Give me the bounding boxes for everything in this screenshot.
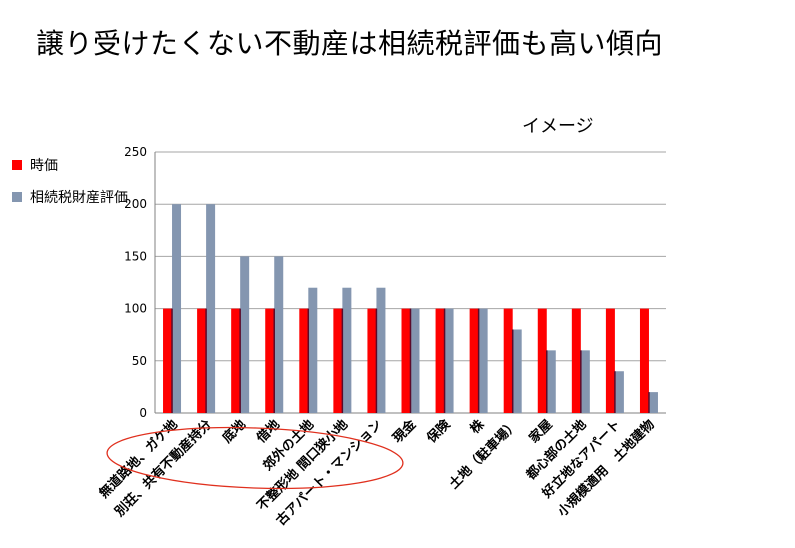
highlight-ellipse [106, 426, 404, 490]
y-tick-label: 50 [132, 354, 147, 368]
bar-tax-valuation [342, 287, 352, 413]
page-title: 譲り受けたくない不動産は相続税評価も高い傾向 [36, 27, 664, 60]
bar-tax-valuation [274, 256, 284, 413]
bar-tax-valuation [410, 308, 420, 413]
bar-market-value [571, 308, 581, 413]
bar-tax-valuation [648, 392, 658, 413]
x-category-label: 現金 [390, 416, 420, 446]
legend-swatch-tax-valuation [12, 192, 22, 202]
bar-tax-valuation [240, 256, 250, 413]
bar-market-value [367, 308, 377, 413]
bar-market-value [197, 308, 207, 413]
bar-market-value [163, 308, 173, 413]
x-category-label: 底地 [219, 417, 249, 447]
bar-market-value [231, 308, 241, 413]
bar-tax-valuation [308, 287, 318, 413]
bar-tax-valuation [614, 371, 624, 413]
bar-tax-valuation [580, 350, 590, 413]
legend-item-market-value: 時価 [12, 152, 128, 178]
bar-market-value [299, 308, 309, 413]
bar-market-value [537, 308, 547, 413]
x-category-label: 保険 [423, 416, 454, 447]
bar-market-value [639, 308, 649, 413]
bar-tax-valuation [478, 308, 488, 413]
bar-market-value [605, 308, 615, 413]
x-category-label: 借地 [253, 417, 283, 447]
legend: 時価 相続税財産評価 [12, 152, 128, 210]
legend-label-tax-valuation: 相続税財産評価 [30, 190, 128, 206]
y-tick-label: 0 [139, 406, 147, 420]
y-tick-label: 150 [124, 249, 147, 263]
legend-label-market-value: 時価 [30, 158, 58, 174]
legend-item-tax-valuation: 相続税財産評価 [12, 184, 128, 210]
bar-tax-valuation [206, 204, 216, 413]
bar-market-value [503, 308, 513, 413]
bar-tax-valuation [512, 329, 522, 413]
bar-tax-valuation [376, 287, 386, 413]
bar-tax-valuation [444, 308, 454, 413]
bar-market-value [333, 308, 343, 413]
x-category-label: 株 [467, 416, 488, 437]
bar-market-value [469, 308, 479, 413]
bar-market-value [401, 308, 411, 413]
x-category-label: 家屋 [526, 417, 556, 447]
bar-market-value [265, 308, 275, 413]
bar-tax-valuation [546, 350, 556, 413]
bar-tax-valuation [172, 204, 182, 413]
bar-market-value [435, 308, 445, 413]
legend-swatch-market-value [12, 160, 22, 170]
y-tick-label: 250 [124, 145, 147, 159]
y-tick-label: 200 [124, 197, 147, 211]
y-tick-label: 100 [124, 302, 147, 316]
chart-subtitle: イメージ [522, 116, 594, 137]
